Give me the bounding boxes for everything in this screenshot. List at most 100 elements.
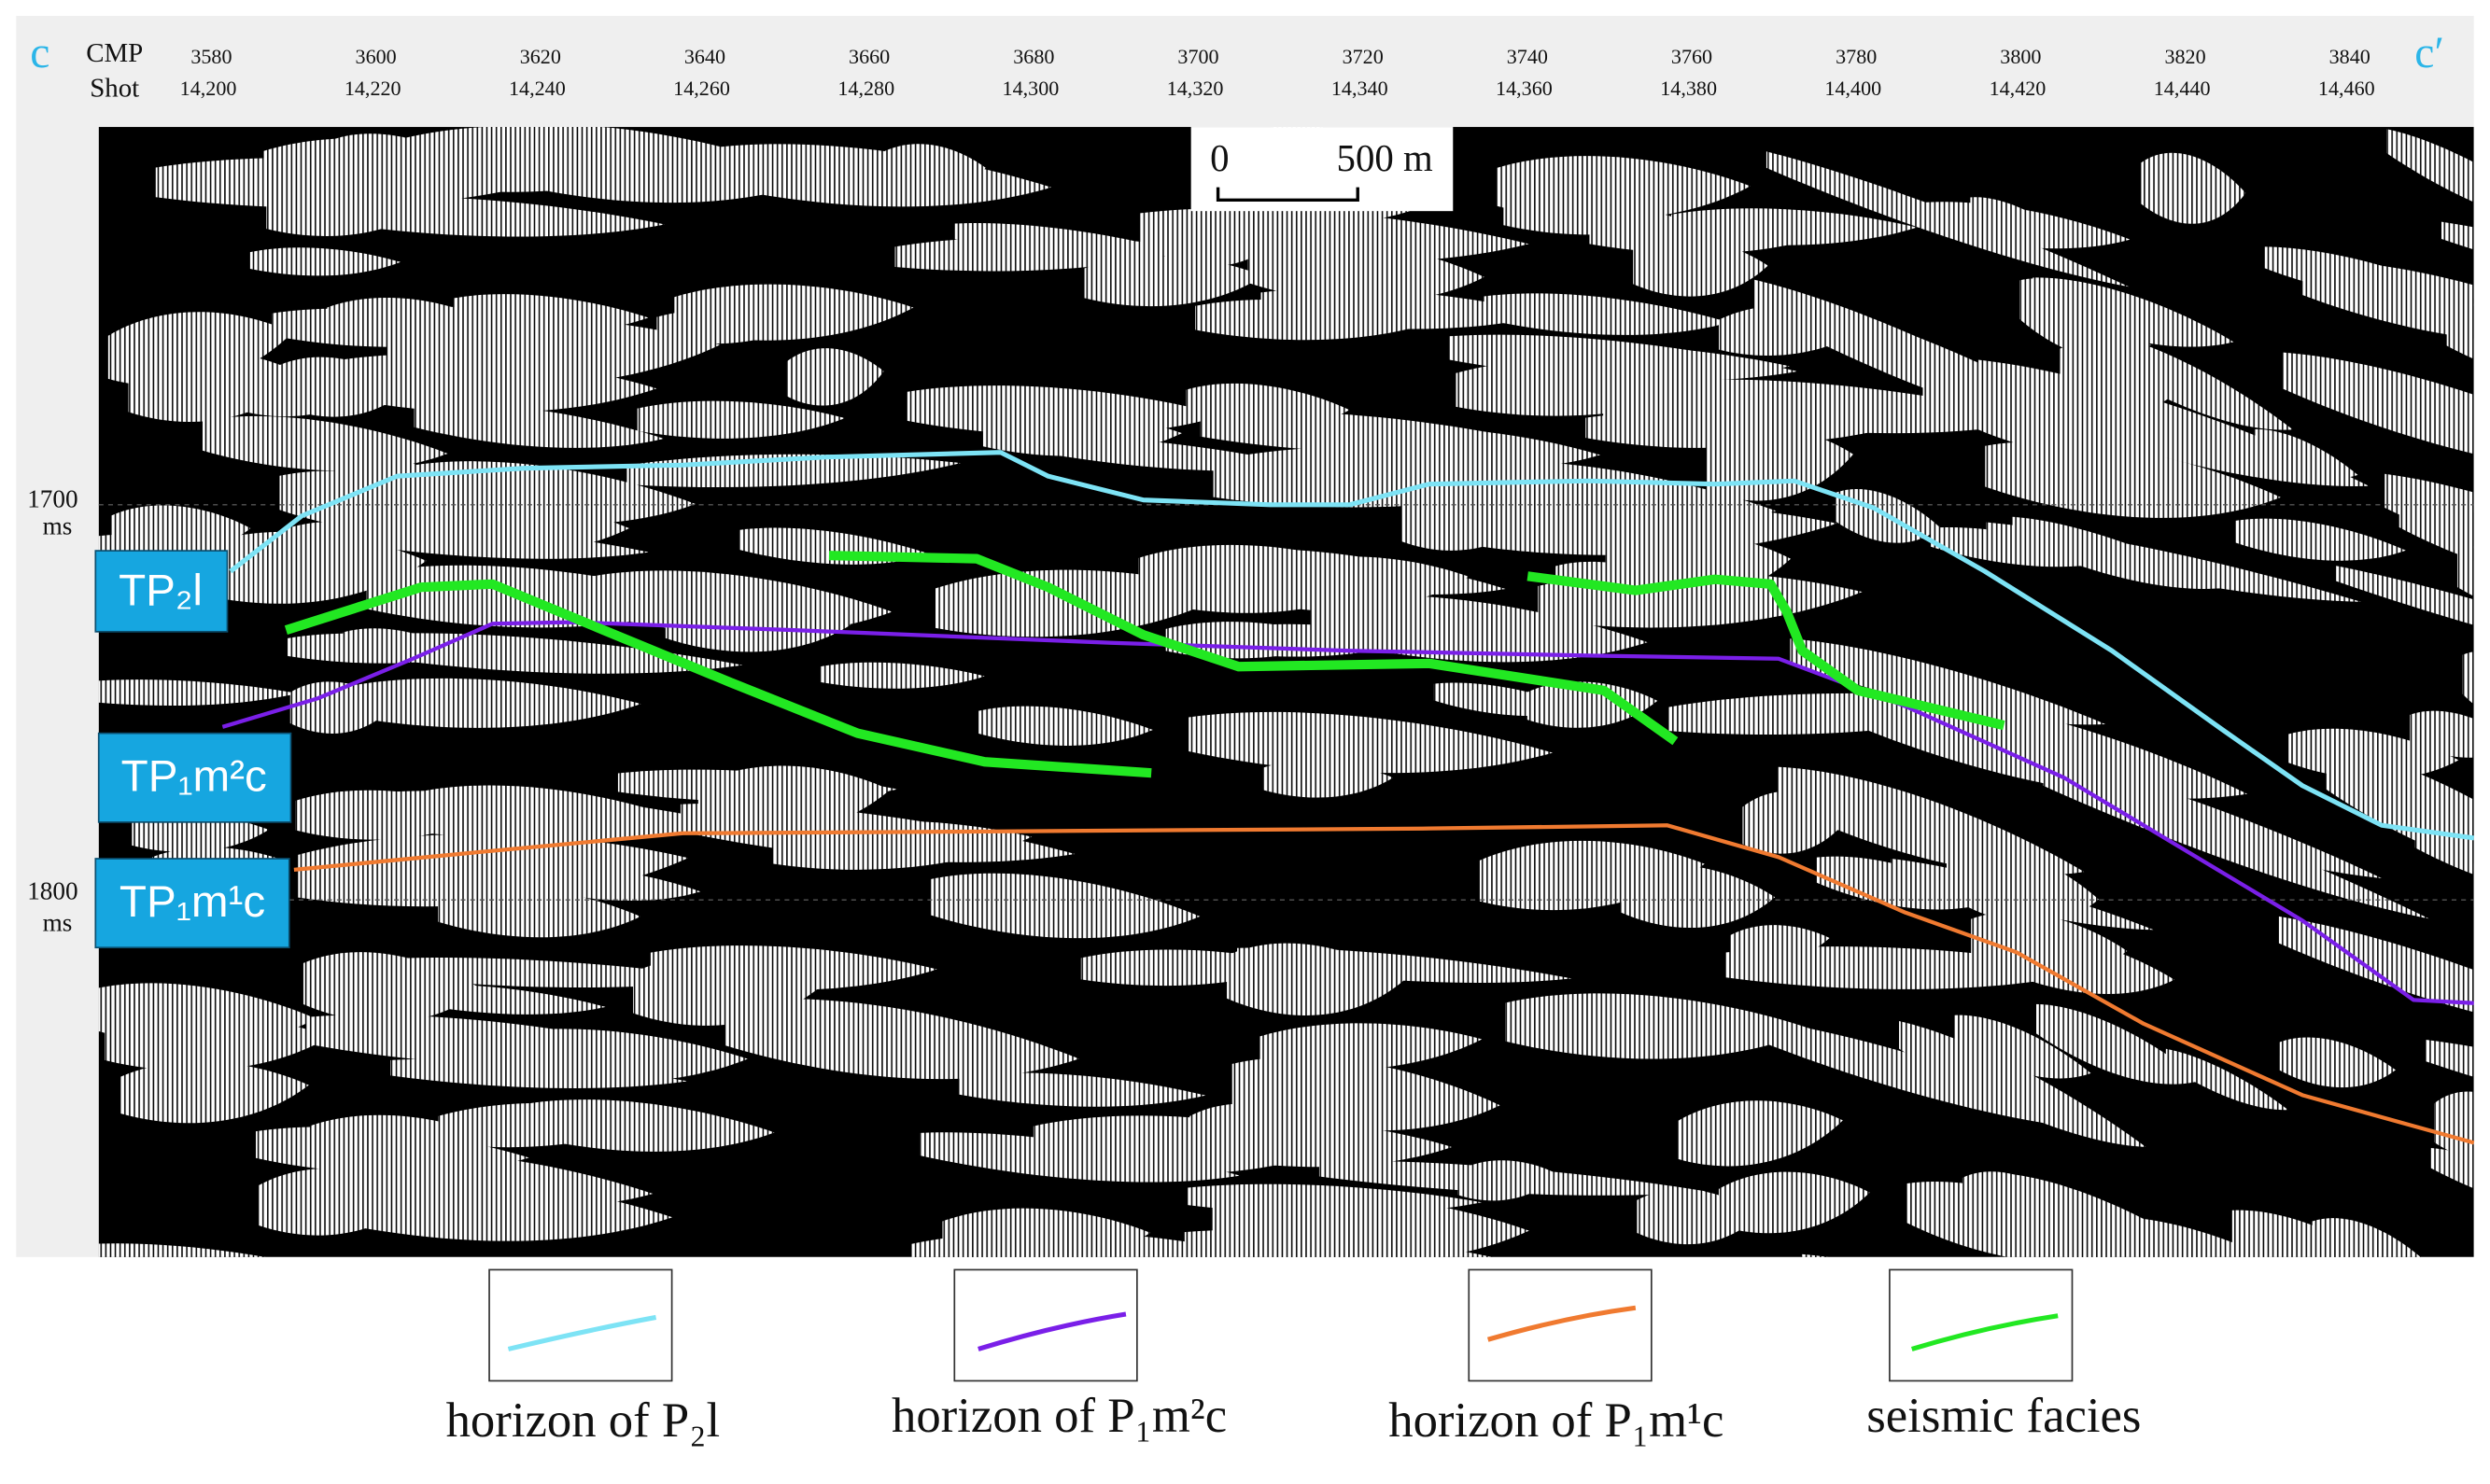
seismic-band xyxy=(311,1114,474,1157)
seismic-band xyxy=(454,294,649,332)
seismic-band xyxy=(674,284,914,341)
seismic-band xyxy=(111,505,251,556)
shot-tick-label: 14,360 xyxy=(1496,77,1553,100)
cmp-tick-label: 3620 xyxy=(520,45,561,68)
seismic-band xyxy=(98,1243,265,1257)
seismic-band xyxy=(1140,208,1529,263)
horizon-tag-text: TP₁m¹c xyxy=(120,877,265,927)
horizon-p1m1c xyxy=(293,823,2475,1145)
cmp-label: CMP xyxy=(86,38,143,68)
shot-tick-label: 14,440 xyxy=(2154,77,2211,100)
shot-tick-label: 14,300 xyxy=(1003,77,1060,100)
seismic-band xyxy=(697,765,891,835)
seismic-band xyxy=(353,835,634,905)
seismic-band xyxy=(343,628,443,656)
shot-tick-label: 14,260 xyxy=(673,77,730,100)
seismic-band xyxy=(1725,946,2098,989)
seismic-band xyxy=(1718,1171,1870,1234)
seismic-band xyxy=(1766,151,2130,287)
horizon-tag xyxy=(94,858,290,949)
seismic-band xyxy=(105,1012,330,1071)
seismic-band xyxy=(2019,750,2382,878)
shot-tick-label: 14,460 xyxy=(2318,77,2375,100)
seismic-band xyxy=(1954,1015,2091,1079)
seismic-band xyxy=(2255,428,2358,479)
seismic-band xyxy=(120,1061,309,1124)
seismic-band xyxy=(637,400,845,439)
legend-label: seismic facies xyxy=(1866,1389,2141,1443)
seismic-band xyxy=(959,1072,1206,1107)
seismic-band xyxy=(1668,693,2030,735)
seismic-band xyxy=(2441,221,2474,250)
seismic-band xyxy=(337,523,649,559)
seismic-band xyxy=(1310,595,1648,663)
seismic-band xyxy=(2067,1254,2086,1257)
seismic-band xyxy=(724,999,1079,1080)
horizon-tag-text: TP₁m²c xyxy=(121,752,267,802)
horizon-tag xyxy=(97,732,292,823)
seismic-band xyxy=(366,565,711,628)
scale-end: 500 m xyxy=(1337,137,1433,179)
seismic-band xyxy=(249,247,401,276)
seismic-band xyxy=(1778,766,2085,875)
seismic-band xyxy=(2410,710,2474,758)
seismic-band xyxy=(2117,1216,2268,1257)
seismic-band xyxy=(2033,277,2234,347)
seismic-band xyxy=(1484,293,1729,335)
seismic-band xyxy=(1637,1189,1760,1245)
legend-label: horizon of P₂l xyxy=(446,1393,721,1448)
seismic-band xyxy=(334,458,451,512)
seismic-band xyxy=(1970,197,2075,248)
seismic-band xyxy=(1186,383,1350,430)
seismic-band xyxy=(2141,152,2246,224)
seismic-band xyxy=(155,158,547,208)
seismic-band xyxy=(1505,993,1814,1059)
scale-start: 0 xyxy=(1210,137,1229,179)
seismic-band xyxy=(2312,1218,2421,1257)
seismic-band xyxy=(786,348,884,406)
scale-bar: 0 500 m xyxy=(1190,127,1454,212)
seismic-band xyxy=(1985,441,2281,518)
seismic-band xyxy=(2235,518,2406,561)
seismic-band xyxy=(321,196,665,237)
seismic-band xyxy=(1084,256,1264,307)
horizon-p1m2c xyxy=(221,620,2474,1005)
seismic-band xyxy=(1481,502,1837,555)
seismic-band xyxy=(405,984,606,1015)
shot-tick-label: 14,340 xyxy=(1331,77,1388,100)
seismic-band xyxy=(931,873,1201,939)
cmp-tick-label: 3700 xyxy=(1177,45,1218,68)
seismic-band xyxy=(2283,352,2474,455)
seismic-band xyxy=(1977,359,2370,487)
shot-tick-label: 14,240 xyxy=(509,77,566,100)
seismic-band xyxy=(1528,344,1790,377)
seismic-band xyxy=(2386,129,2474,203)
seismic-band xyxy=(665,595,851,652)
seismic-band xyxy=(650,945,937,990)
seismic-band xyxy=(2036,1003,2202,1085)
legend-swatch xyxy=(1486,1305,1637,1342)
shot-tick-label: 14,320 xyxy=(1167,77,1224,100)
seismic-band xyxy=(1247,238,1484,302)
seismic-band xyxy=(2432,305,2474,336)
seismic-band xyxy=(2472,871,2474,908)
seismic-band xyxy=(1479,840,1705,911)
shot-tick-label: 14,220 xyxy=(345,77,401,100)
seismic-band xyxy=(132,814,269,852)
seismic-band xyxy=(1496,156,1751,220)
legend: horizon of P₂l horizon of P₁m²c horizon … xyxy=(446,1268,2141,1448)
horizon-labels: TP₂l TP₁m²c TP₁m¹c xyxy=(94,550,292,949)
time-unit: ms xyxy=(43,909,73,937)
facies-line xyxy=(1526,571,2005,731)
seismic-band xyxy=(1237,947,1572,983)
seismic-band xyxy=(1358,427,1601,469)
seismic-band xyxy=(2426,1039,2474,1077)
legend-swatch xyxy=(507,1314,657,1351)
horizons xyxy=(221,450,2475,1145)
seismic-band xyxy=(954,222,1177,257)
seismic-section xyxy=(98,127,2474,1257)
legend-box xyxy=(1468,1268,1653,1382)
scale-box xyxy=(1190,127,1454,212)
seismic-band xyxy=(1188,1183,1483,1214)
seismic-band xyxy=(2093,330,2293,430)
